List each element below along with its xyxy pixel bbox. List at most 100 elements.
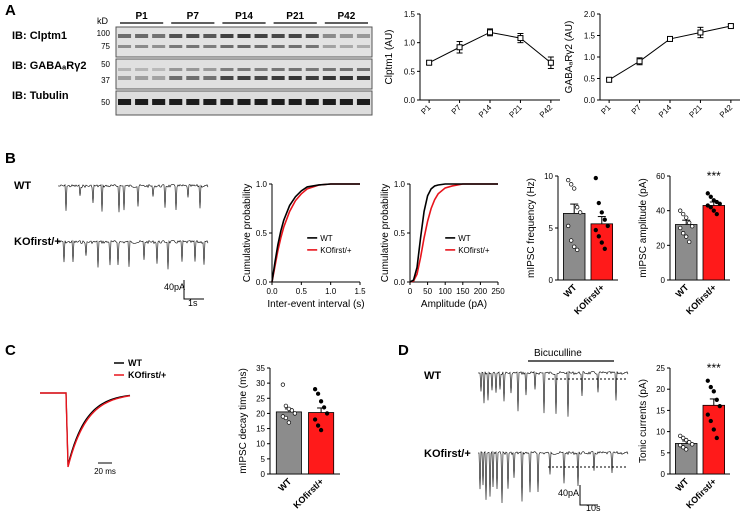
x-tick-label: 50: [423, 287, 432, 296]
blot-band: [305, 99, 319, 105]
data-point: [596, 200, 601, 206]
data-point: [714, 397, 719, 402]
data-point: [681, 211, 686, 217]
blot-band: [254, 34, 268, 38]
blot-band: [339, 45, 353, 48]
y-tick-label: 0.0: [584, 96, 596, 105]
blot-band: [203, 99, 217, 105]
trace-avg-ko: [40, 392, 131, 468]
x-tick-label: KOfirst/+: [291, 476, 325, 510]
panel-letter-a: A: [5, 2, 16, 19]
legend-label: WT: [458, 234, 471, 243]
blot-band: [356, 45, 370, 48]
series-line: [608, 25, 731, 81]
data-point: [684, 437, 689, 443]
x-tick-label: P1: [419, 103, 433, 117]
data-point: [687, 220, 692, 225]
data-point: [593, 227, 598, 233]
data-point: [599, 210, 604, 215]
legend-label: KOfirst/+: [128, 370, 166, 380]
blot-band: [237, 34, 251, 38]
data-point: [678, 443, 683, 448]
data-point: [572, 244, 577, 249]
data-point: [636, 58, 643, 65]
blot-band: [288, 76, 302, 80]
x-tick-label: P14: [477, 103, 494, 120]
y-tick-label: 5: [549, 224, 554, 233]
blot-band: [118, 68, 132, 71]
blot-band: [322, 45, 336, 48]
legend-label: KOfirst/+: [320, 246, 352, 255]
blot-band: [271, 76, 285, 80]
chart-cumulative-iei: 0.0 0.5 1.0 0.0 0.5 1.0 1.5 WT KOfirst/+ Inter-ev…: [242, 180, 366, 310]
blot-band: [356, 76, 370, 80]
x-tick-label: P42: [538, 103, 555, 120]
bar-ko: [702, 404, 726, 475]
blot-band: [135, 76, 149, 80]
data-point: [708, 194, 713, 199]
blot-band: [339, 99, 353, 105]
tonic-current-traces: [477, 360, 629, 506]
trace-avg-wt: [40, 392, 131, 466]
blot-strip-clptm1: [115, 26, 373, 58]
data-point: [684, 234, 689, 239]
blot-band: [169, 68, 183, 71]
data-point: [426, 59, 433, 66]
x-tick-label: KOfirst/+: [572, 282, 606, 316]
bar-wt: [675, 224, 698, 281]
data-point: [324, 411, 330, 416]
y-tick-label: 1.0: [404, 39, 416, 48]
blot-band: [288, 34, 302, 38]
y-tick-label: 0.0: [404, 96, 416, 105]
data-point: [569, 182, 574, 187]
series-line-ko: [409, 183, 498, 283]
data-point: [717, 201, 722, 206]
significance-mark: ***: [707, 361, 721, 375]
scale-bar-label: 20 ms: [94, 467, 116, 476]
blot-band: [135, 45, 149, 48]
y-tick-label: 20: [656, 241, 665, 250]
blot-band: [118, 76, 132, 80]
blot-band: [305, 76, 319, 80]
data-point: [697, 29, 704, 36]
mipsc-traces: [57, 183, 209, 300]
data-point: [667, 35, 673, 42]
scalebar-time-b: 1s: [188, 298, 198, 308]
y-tick-label: 10: [256, 440, 265, 449]
y-tick-label: 30: [256, 379, 265, 388]
data-point: [717, 404, 722, 409]
data-point: [292, 411, 298, 416]
y-axis-label: mIPSC frequency (Hz): [526, 178, 537, 278]
blot-age-label: P1: [135, 11, 148, 22]
series-line-wt: [271, 183, 360, 283]
x-tick-label: KOfirst/+: [684, 282, 718, 316]
y-tick-label: 20: [256, 409, 265, 418]
x-axis-label: Inter-event interval (s): [267, 299, 364, 310]
x-tick-label: 1.5: [354, 287, 366, 296]
blot-band: [254, 76, 268, 80]
data-point: [456, 44, 463, 51]
y-axis-label: mIPSC amplitude (pA): [638, 178, 649, 277]
blot-band: [186, 34, 200, 38]
x-tick-label: 100: [439, 287, 453, 296]
scale-bar: [183, 280, 204, 300]
data-point: [705, 191, 710, 196]
y-tick-label: 1.0: [256, 180, 268, 189]
blot-age-label: P14: [235, 11, 253, 22]
bar-ko: [590, 223, 614, 281]
trace-label-ko: KOfirst/+: [14, 236, 61, 248]
data-point: [312, 387, 318, 392]
data-point: [283, 403, 289, 409]
y-axis-label: Clptm1 (AU): [384, 29, 395, 84]
blot-band: [186, 99, 200, 105]
data-point: [711, 208, 716, 213]
y-tick-label: 5: [261, 455, 266, 464]
y-tick-label: 0.5: [584, 75, 596, 84]
blot-band: [135, 99, 149, 105]
data-point: [705, 412, 710, 417]
blot-age-label: P7: [187, 11, 200, 22]
blot-band: [271, 68, 285, 71]
